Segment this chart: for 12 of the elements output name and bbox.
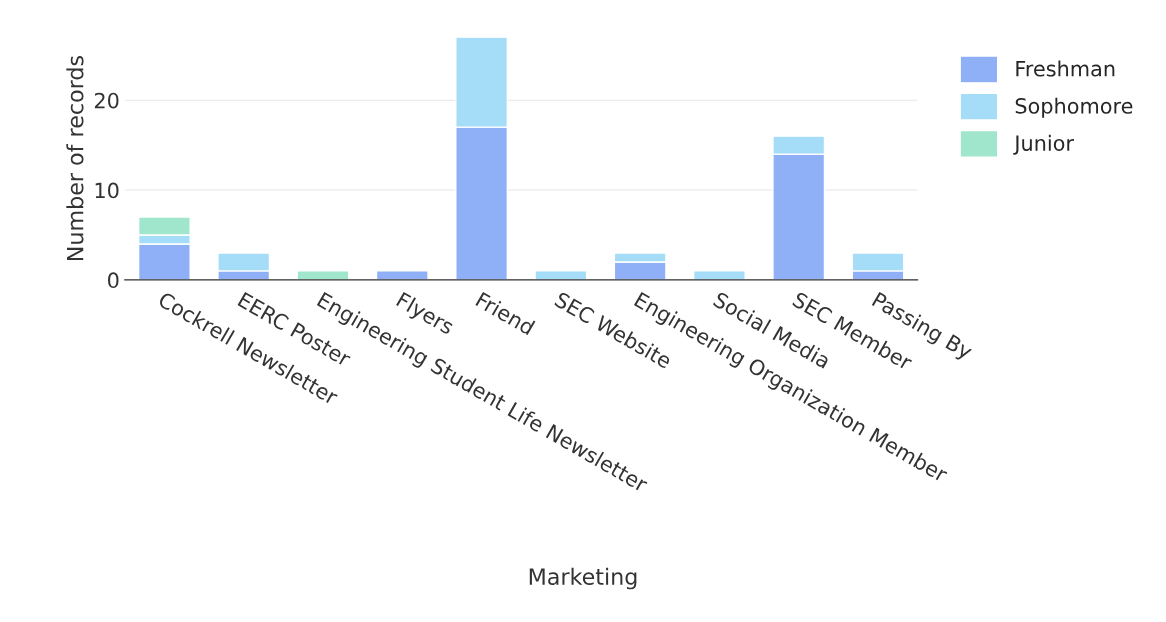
y-tick-label: 10 — [95, 182, 119, 199]
bar — [296, 270, 350, 280]
legend-label: Junior — [1013, 134, 1074, 155]
legend-label: Freshman — [1016, 60, 1115, 77]
y-tick-label: 20 — [94, 92, 119, 109]
y-axis-title: Number of records — [66, 56, 84, 261]
legend-label: Sophomore — [1015, 97, 1133, 118]
bar — [375, 270, 429, 280]
bar — [534, 270, 588, 280]
x-axis-title: Marketing — [529, 567, 637, 590]
y-tick-label: 0 — [108, 272, 119, 289]
bar — [692, 270, 746, 280]
